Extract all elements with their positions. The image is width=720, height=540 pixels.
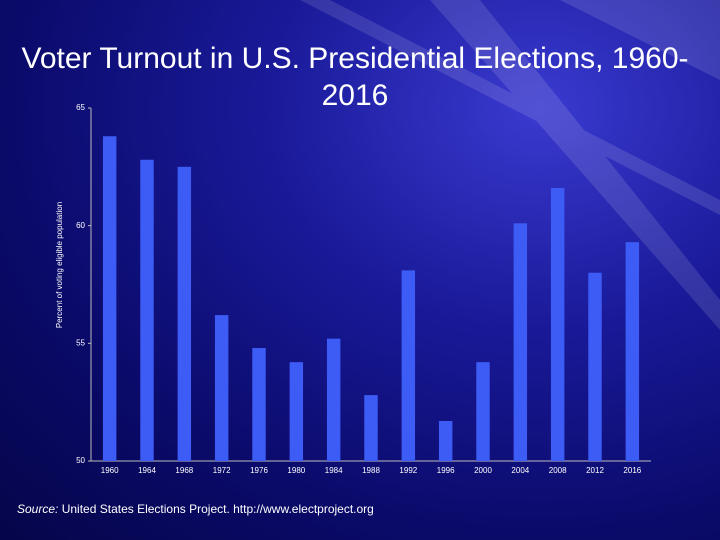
bar (214, 315, 229, 461)
bar (401, 270, 416, 461)
bar (476, 362, 490, 461)
bar (326, 338, 341, 461)
x-tick-label: 2012 (586, 466, 604, 475)
y-tick-label: 50 (76, 456, 85, 465)
x-tick-label: 1976 (250, 466, 268, 475)
background-rays (300, 0, 720, 330)
x-tick-label: 2016 (623, 466, 641, 475)
y-tick-label: 60 (76, 221, 85, 230)
bar (289, 362, 304, 461)
y-tick-label: 65 (76, 103, 85, 112)
x-tick-label: 2004 (511, 466, 529, 475)
x-tick-label: 1964 (138, 466, 156, 475)
x-tick-label: 2008 (549, 466, 567, 475)
source-label: Source: (17, 502, 59, 516)
source: Source: United States Elections Project.… (17, 502, 374, 516)
bar (513, 223, 528, 461)
bar (102, 136, 117, 462)
source-text: United States Elections Project. http://… (61, 502, 374, 516)
x-tick-label: 1988 (362, 466, 380, 475)
x-tick-label: 1972 (213, 466, 231, 475)
y-tick-label: 55 (76, 338, 85, 347)
x-tick-label: 2000 (474, 466, 492, 475)
x-tick-label: 1980 (287, 466, 305, 475)
y-axis-label: Percent of voting eligible population (55, 202, 64, 328)
x-tick-label: 1960 (101, 466, 119, 475)
bar (625, 242, 640, 461)
bar (364, 395, 378, 461)
bar (550, 188, 565, 461)
x-tick-label: 1968 (175, 466, 193, 475)
x-tick-label: 1984 (325, 466, 343, 475)
bar (438, 420, 453, 461)
bar (140, 159, 154, 462)
x-tick-label: 1992 (399, 466, 417, 475)
bar (177, 166, 192, 462)
bar (252, 348, 266, 461)
chart-title: Voter Turnout in U.S. Presidential Elect… (21, 42, 689, 112)
x-tick-label: 1996 (437, 466, 455, 475)
bar (588, 272, 602, 461)
